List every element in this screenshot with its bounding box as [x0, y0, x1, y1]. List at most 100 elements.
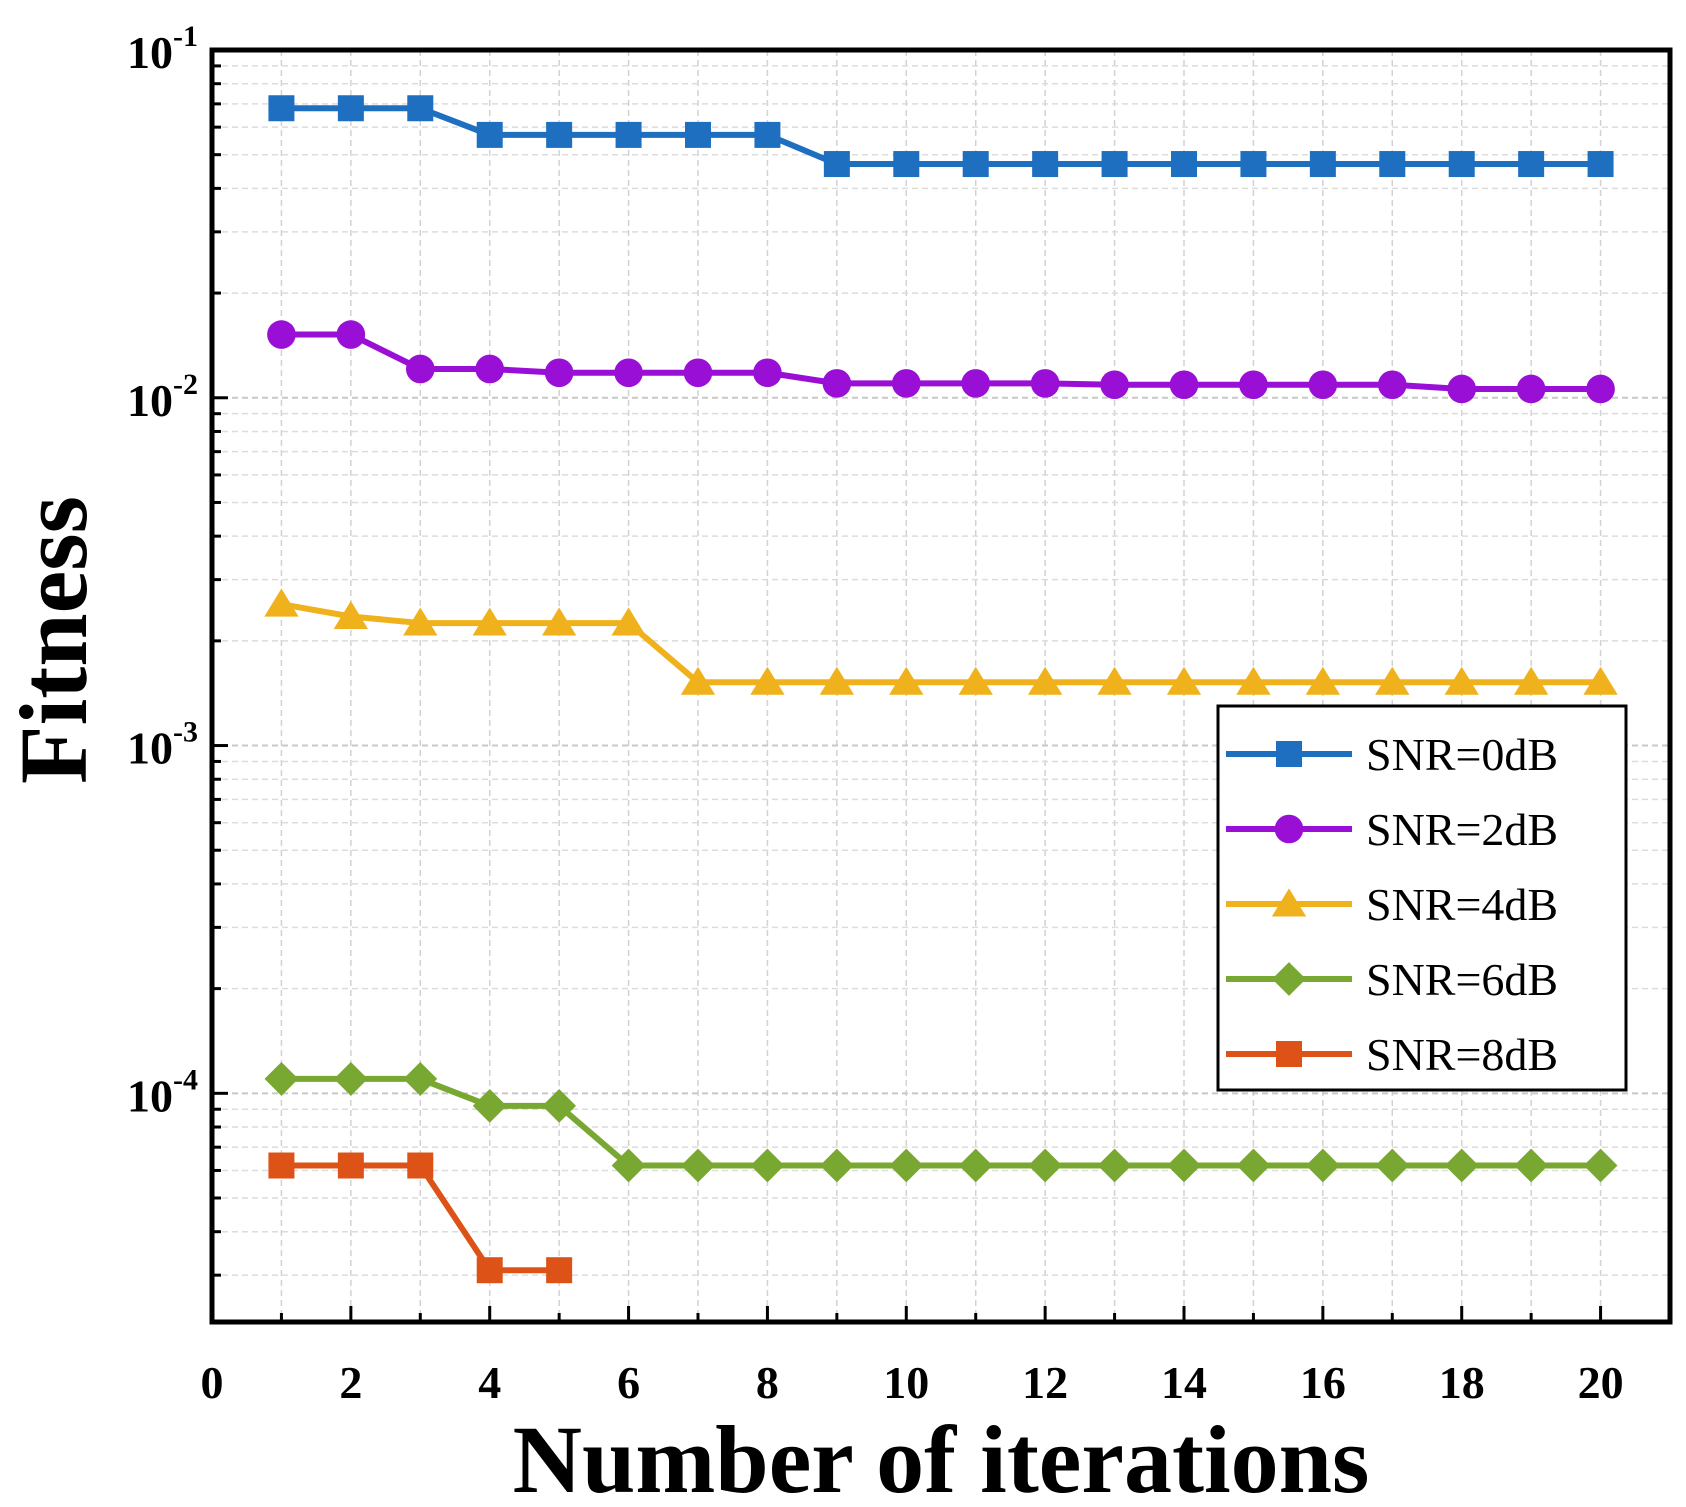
- legend-entry: SNR=0dB: [1226, 729, 1558, 780]
- data-point: [1030, 369, 1060, 398]
- data-point: [1587, 151, 1614, 178]
- x-tick-label: 4: [478, 1357, 501, 1408]
- x-tick-label: 10: [883, 1357, 929, 1408]
- data-point: [1305, 666, 1341, 695]
- data-point: [264, 588, 299, 617]
- data-point: [819, 1148, 854, 1183]
- legend-label: SNR=0dB: [1366, 729, 1558, 780]
- series-SNR=2dB: [267, 320, 1615, 404]
- data-point: [472, 607, 507, 636]
- data-point: [614, 358, 643, 388]
- data-point: [819, 666, 855, 695]
- data-point: [889, 666, 924, 695]
- legend-label: SNR=8dB: [1366, 1029, 1558, 1080]
- data-point: [264, 1062, 299, 1096]
- x-tick-label: 6: [617, 1357, 640, 1408]
- data-point: [1097, 1148, 1132, 1183]
- data-point: [681, 1148, 715, 1183]
- data-point: [611, 1148, 646, 1183]
- data-point: [546, 121, 573, 148]
- x-tick-label: 2: [339, 1357, 362, 1408]
- data-point: [1513, 666, 1549, 695]
- series-line: [281, 1075, 1601, 1169]
- data-point: [541, 607, 577, 636]
- data-point: [336, 320, 366, 349]
- data-point: [1514, 1148, 1549, 1183]
- data-point: [1167, 1148, 1201, 1183]
- data-point: [1308, 370, 1338, 400]
- data-point: [822, 369, 852, 398]
- data-point: [267, 320, 296, 349]
- y-axis-title: Fitness: [0, 496, 107, 784]
- data-point: [337, 1152, 364, 1179]
- data-point: [1028, 1148, 1063, 1183]
- data-point: [754, 121, 781, 148]
- data-point: [475, 354, 505, 384]
- data-point: [889, 1148, 924, 1183]
- data-point: [891, 369, 921, 398]
- y-tick-label: 10-1: [127, 20, 198, 78]
- legend-entry: SNR=6dB: [1226, 954, 1558, 1005]
- x-tick-label: 18: [1439, 1357, 1485, 1408]
- y-tick-label: 10-3: [127, 716, 198, 774]
- data-point: [476, 121, 503, 148]
- y-tick-labels: 10-1 10-2 10-3 10-4: [127, 20, 198, 1121]
- data-point: [1101, 151, 1128, 178]
- data-point: [1583, 666, 1618, 695]
- data-point: [403, 1062, 438, 1096]
- data-point: [962, 151, 989, 178]
- data-point: [405, 354, 435, 384]
- legend-label: SNR=6dB: [1366, 954, 1558, 1005]
- legend-marker: [1276, 1041, 1302, 1067]
- legend-label: SNR=2dB: [1366, 804, 1558, 855]
- data-point: [1586, 374, 1615, 404]
- data-point: [1448, 151, 1475, 178]
- series-SNR=4dB: [264, 588, 1618, 695]
- data-point: [1239, 370, 1268, 400]
- plot-frame: [209, 47, 1673, 1325]
- data-point: [615, 121, 642, 148]
- data-point: [1516, 374, 1546, 404]
- x-tick-label: 20: [1578, 1357, 1624, 1408]
- x-tick-label: 16: [1300, 1357, 1346, 1408]
- data-point: [1100, 370, 1129, 400]
- data-point: [1309, 151, 1336, 178]
- data-point: [611, 607, 646, 636]
- series-SNR=8dB: [268, 1152, 573, 1284]
- data-point: [1518, 151, 1545, 178]
- data-point: [268, 95, 295, 122]
- data-point: [1379, 151, 1406, 178]
- legend-entry: SNR=8dB: [1226, 1029, 1558, 1080]
- data-point: [403, 607, 438, 636]
- x-tick-label: 12: [1022, 1357, 1068, 1408]
- data-point: [1583, 1148, 1618, 1183]
- data-point: [1236, 666, 1271, 695]
- legend: SNR=0dB SNR=2dB SNR=4dB SNR=6dB SNR=8dB: [1216, 704, 1628, 1092]
- x-tick-label: 0: [201, 1357, 224, 1408]
- series-line: [280, 601, 1601, 686]
- data-point: [476, 1257, 503, 1284]
- legend-marker: [1276, 741, 1302, 767]
- data-point: [333, 1062, 368, 1096]
- data-point: [958, 666, 993, 695]
- legend-entry: SNR=2dB: [1226, 804, 1558, 855]
- data-point: [1240, 151, 1267, 178]
- data-point: [1171, 151, 1197, 178]
- data-point: [958, 1148, 993, 1183]
- series-SNR=6dB: [264, 1062, 1618, 1183]
- data-point: [472, 1089, 507, 1123]
- legend-marker: [1271, 888, 1307, 917]
- x-tick-label: 14: [1161, 1357, 1207, 1408]
- series-layer: [264, 95, 1618, 1284]
- data-point: [1377, 370, 1407, 400]
- data-point: [1375, 1148, 1410, 1183]
- data-point: [961, 369, 991, 398]
- data-point: [1444, 666, 1479, 695]
- data-point: [680, 666, 716, 695]
- x-axis-title: Number of iterations: [513, 1406, 1370, 1507]
- data-point: [683, 358, 713, 388]
- data-point: [407, 95, 434, 122]
- data-point: [268, 1152, 295, 1179]
- data-point: [544, 358, 574, 388]
- y-tick-label: 10-4: [127, 1063, 198, 1121]
